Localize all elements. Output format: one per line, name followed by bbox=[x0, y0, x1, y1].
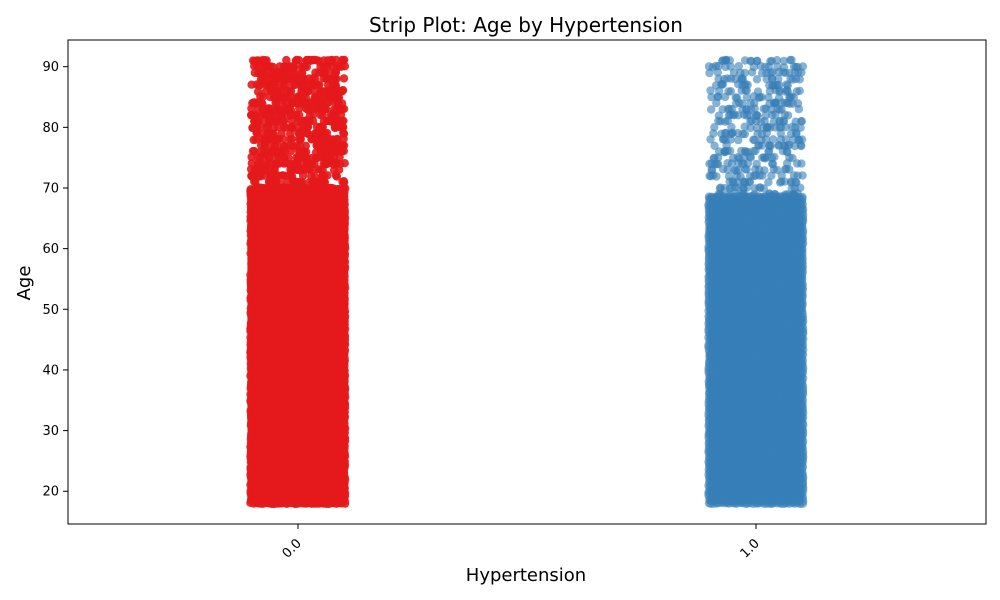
series-0.0-points bbox=[246, 55, 350, 509]
points-layer bbox=[246, 55, 808, 509]
plot-background bbox=[68, 40, 986, 524]
data-point bbox=[280, 141, 290, 151]
